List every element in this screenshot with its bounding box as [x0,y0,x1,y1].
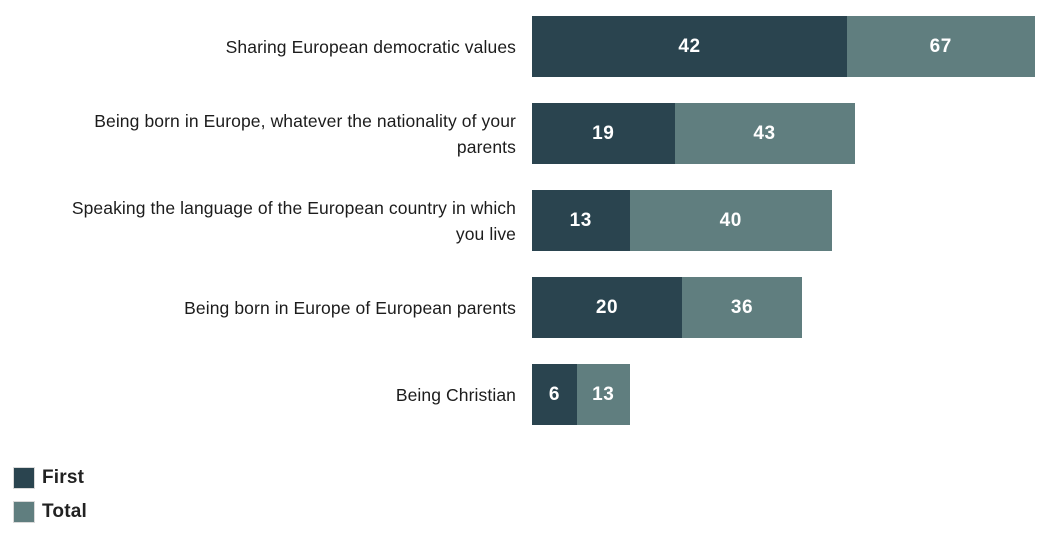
bar-segment-first: 20 [532,277,682,338]
chart-legend: First Total [13,466,87,534]
bar-segment-first: 13 [532,190,630,251]
category-label-col: Being Christian [0,364,516,425]
bar: 42 67 [532,16,1035,77]
chart-row: Being born in Europe of European parents… [0,277,1052,338]
legend-label: Total [42,501,87,522]
bar: 6 13 [532,364,630,425]
bar-segment-first: 6 [532,364,577,425]
stacked-bar-chart: Sharing European democratic values 42 67 Be… [0,16,1052,425]
legend-item-total: Total [13,500,87,524]
value-label-first: 19 [592,122,615,144]
value-label-first: 6 [548,383,561,405]
bar: 19 43 [532,103,855,164]
bar-segment-total: 40 [629,190,832,251]
value-label-total: 40 [719,209,742,231]
value-label-total: 13 [592,383,615,405]
bar: 20 36 [532,277,802,338]
category-label-col: Speaking the language of the European co… [0,190,516,251]
category-label-col: Being born in Europe, whatever the natio… [0,103,516,164]
chart-row: Being Christian 6 13 [0,364,1052,425]
bar-segment-total: 13 [577,364,630,425]
legend-swatch [13,501,35,523]
category-label: Being born in Europe, whatever the natio… [94,110,516,157]
bar-segment-total: 36 [682,277,802,338]
bar-segment-total: 67 [847,16,1035,77]
bar: 13 40 [532,190,832,251]
category-label-col: Being born in Europe of European parents [0,277,516,338]
value-label-first: 13 [569,209,592,231]
value-label-first: 20 [595,296,619,318]
legend-item-first: First [13,466,87,490]
bar-segment-first: 19 [532,103,675,164]
value-label-total: 36 [730,296,754,318]
category-label: Being Christian [395,384,516,405]
chart-rows: Sharing European democratic values 42 67 Be… [0,16,1052,425]
value-label-total: 67 [929,35,952,57]
chart-row: Speaking the language of the European co… [0,190,1052,251]
value-label-first: 42 [678,35,701,57]
category-label-col: Sharing European democratic values [0,16,516,77]
category-label: Being born in Europe of European parents [184,297,516,318]
category-label: Speaking the language of the European co… [71,197,516,244]
value-label-total: 43 [753,122,776,144]
chart-row: Being born in Europe, whatever the natio… [0,103,1052,164]
legend-label: First [42,467,85,488]
bar-segment-total: 43 [674,103,855,164]
legend-swatch [13,467,35,489]
bar-segment-first: 42 [532,16,847,77]
chart-row: Sharing European democratic values 42 67 [0,16,1052,77]
category-label: Sharing European democratic values [225,36,516,57]
